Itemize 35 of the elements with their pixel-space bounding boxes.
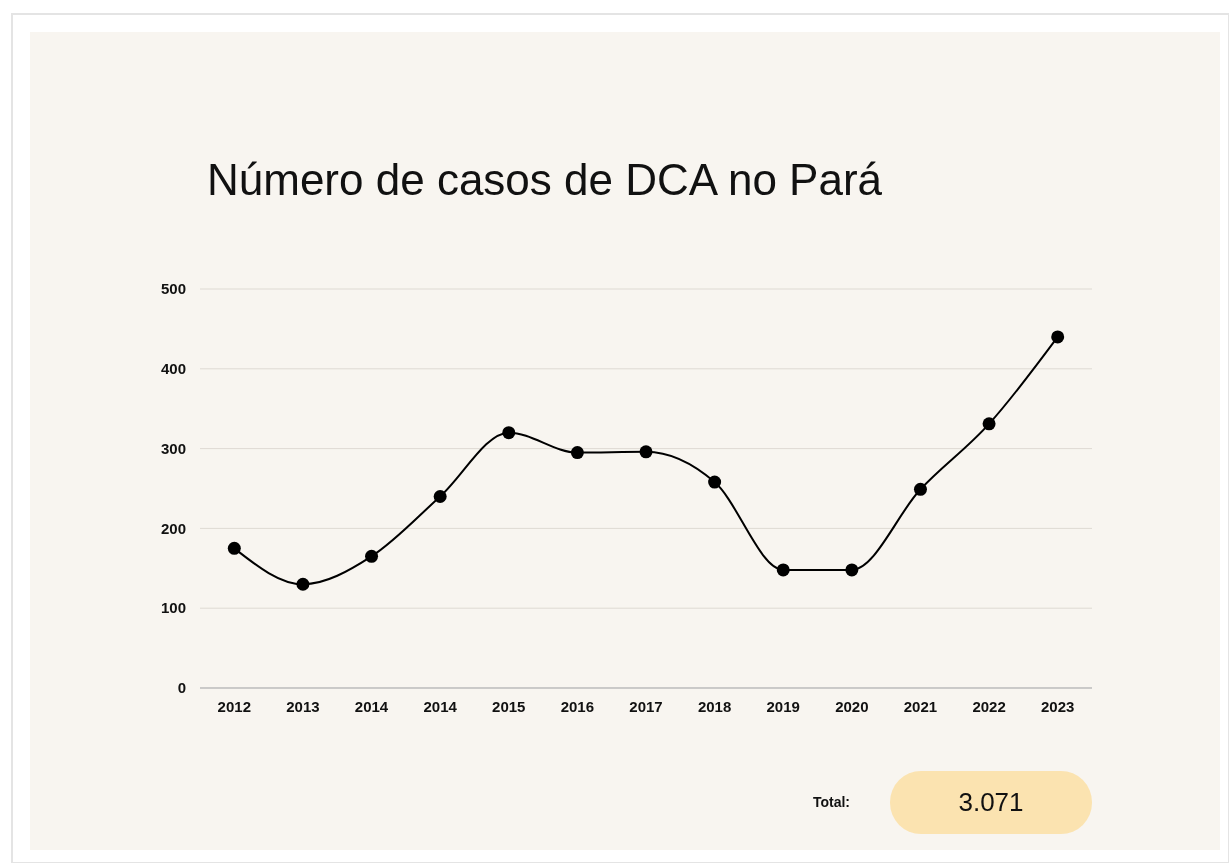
x-tick-label: 2017 [629, 698, 663, 715]
point [708, 475, 722, 489]
y-tick-label: 500 [160, 280, 186, 298]
point [845, 563, 859, 577]
x-tick-label: 2013 [286, 698, 320, 715]
chart-title: Número de casos de DCA no Pará [207, 155, 883, 204]
point [1051, 330, 1065, 344]
point [296, 577, 310, 591]
point [913, 482, 927, 496]
x-tick-label: 2022 [972, 698, 1006, 715]
x-tick-label: 2021 [903, 698, 938, 715]
point [227, 541, 241, 555]
point [365, 549, 379, 563]
x-tick-label: 2016 [560, 698, 595, 715]
y-tick-label: 100 [160, 599, 186, 617]
point [502, 426, 516, 440]
x-tick-label: 2015 [492, 698, 526, 715]
x-tick-label: 2019 [766, 698, 800, 715]
point [433, 489, 447, 503]
x-tick-label: 2018 [697, 698, 732, 715]
x-tick-label: 2014 [354, 698, 389, 715]
point [982, 417, 996, 431]
text: 3.071 [958, 787, 1024, 817]
point [776, 563, 790, 577]
point [570, 446, 584, 460]
x-tick-label: 2023 [1041, 698, 1075, 715]
y-tick-label: 200 [160, 519, 186, 537]
point [639, 445, 653, 459]
x-tick-label: 2012 [217, 698, 251, 715]
x-tick-label: 2020 [835, 698, 869, 715]
text: Total: [812, 794, 850, 810]
y-tick-label: 300 [160, 439, 186, 457]
x-tick-label: 2014 [423, 698, 458, 715]
y-tick-label: 400 [160, 360, 186, 378]
y-tick-label: 0 [177, 679, 186, 697]
